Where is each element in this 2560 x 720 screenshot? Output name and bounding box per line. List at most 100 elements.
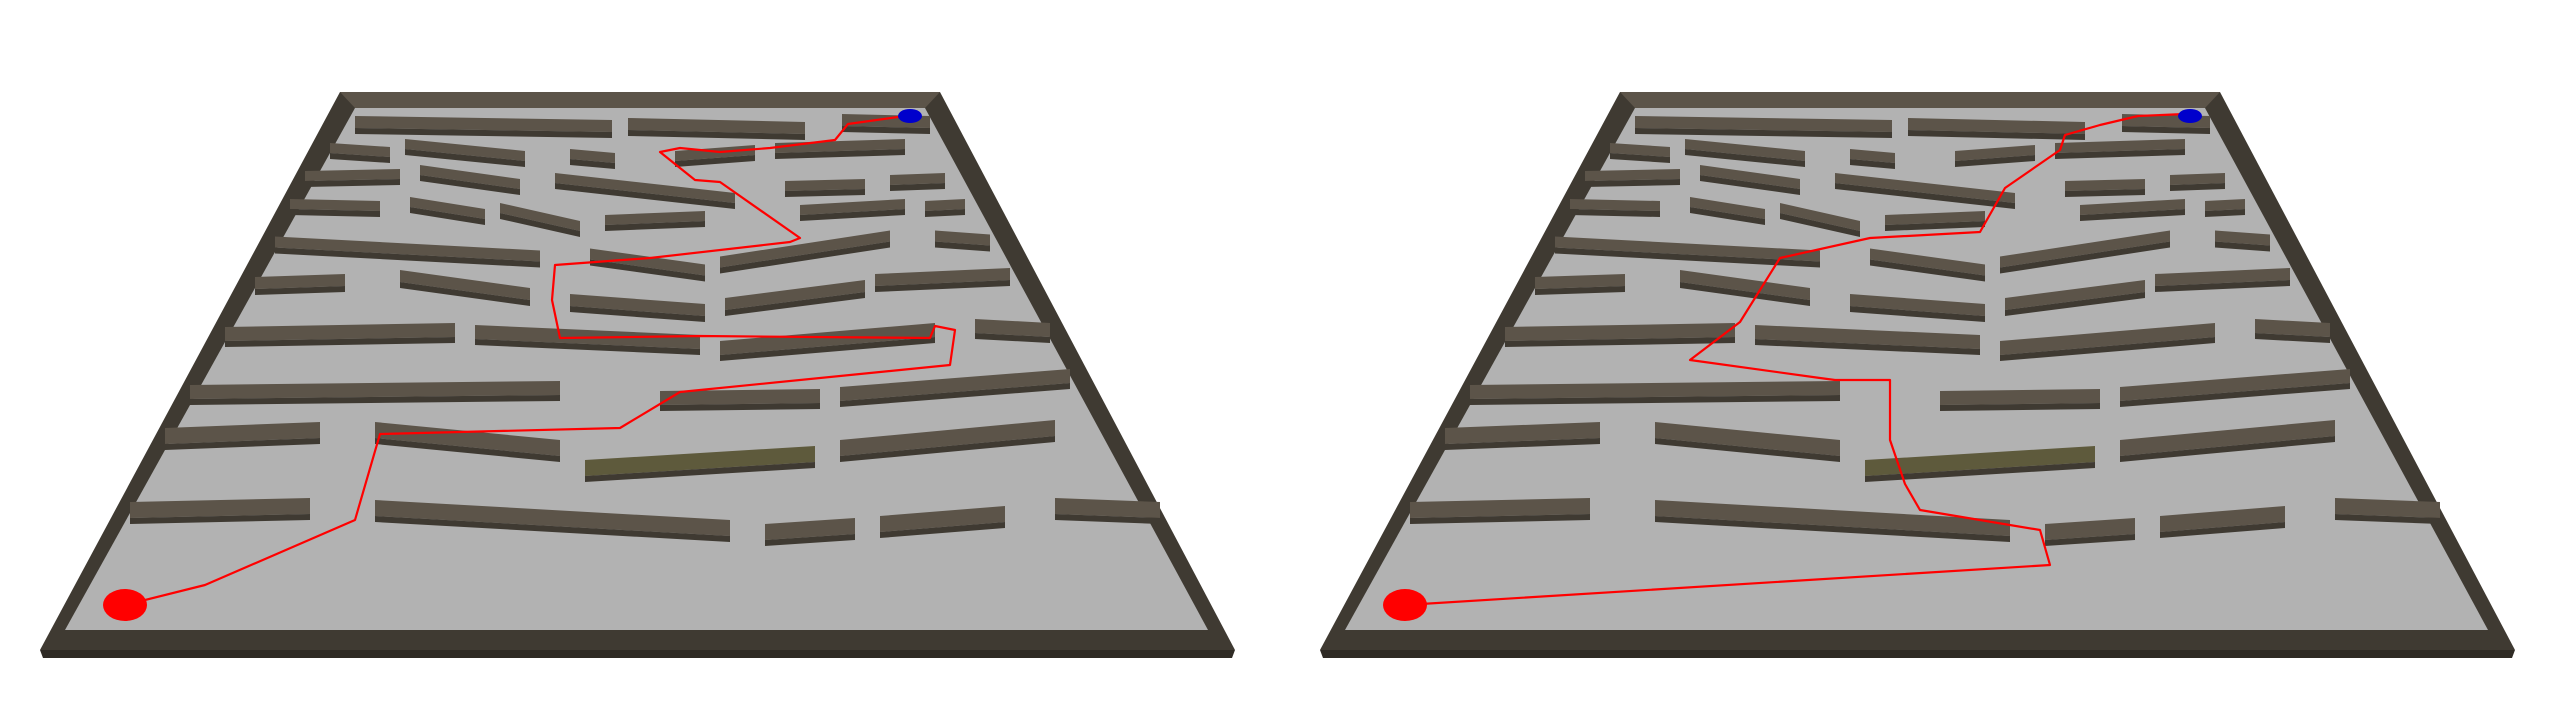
maze-wall (720, 230, 890, 268)
maze-wall (570, 294, 705, 316)
maze-border-bottom (1320, 650, 2515, 658)
maze-wall (675, 145, 755, 161)
maze-wall-side (1610, 153, 1670, 163)
maze-wall-side (2055, 149, 2185, 159)
maze-panel-1 (40, 92, 1235, 658)
maze-wall-side (1055, 514, 1160, 524)
maze-wall-side (290, 209, 380, 217)
maze-wall-side (1850, 306, 1985, 322)
maze-wall-side (725, 292, 865, 316)
maze-wall-side (165, 438, 320, 450)
maze-wall (1470, 381, 1840, 399)
maze-wall (880, 506, 1005, 532)
maze-wall (1555, 236, 1820, 262)
maze-wall (1445, 422, 1600, 444)
maze-wall (800, 199, 905, 215)
maze-wall (925, 199, 965, 211)
maze-wall (720, 323, 935, 355)
maze-wall-side (255, 286, 345, 295)
maze-wall-side (1940, 403, 2100, 411)
start-marker (103, 589, 147, 621)
maze-wall (1690, 197, 1765, 219)
maze-wall (165, 422, 320, 444)
maze-wall (2170, 173, 2225, 185)
maze-wall-side (1755, 339, 1980, 355)
maze-wall (2120, 369, 2350, 401)
maze-wall-side (1585, 179, 1680, 187)
maze-wall-side (590, 259, 705, 282)
maze-wall (2000, 230, 2170, 268)
maze-wall (2160, 506, 2285, 532)
maze-wall (765, 518, 855, 540)
maze-wall (890, 173, 945, 185)
maze-wall (725, 280, 865, 310)
maze-wall (585, 446, 815, 476)
maze-wall-side (1865, 462, 2095, 482)
maze-floor (65, 108, 1208, 630)
maze-wall (570, 149, 615, 163)
maze-wall (555, 173, 735, 203)
maze-wall-side (880, 522, 1005, 538)
maze-wall-side (660, 403, 820, 411)
maze-wall (1850, 149, 1895, 163)
maze-wall (2080, 199, 2185, 215)
maze-wall-side (1445, 438, 1600, 450)
maze-wall-side (2205, 209, 2245, 217)
maze-wall (405, 139, 525, 161)
maze-wall-side (975, 333, 1050, 343)
maze-wall-side (2005, 292, 2145, 316)
maze-wall (1410, 498, 1590, 518)
maze-border-top (1620, 92, 2220, 108)
maze-wall-side (1690, 207, 1765, 225)
maze-wall-side (2045, 534, 2135, 546)
maze-wall-side (1470, 395, 1840, 405)
maze-wall-side (720, 337, 935, 361)
maze-wall (1885, 211, 1985, 225)
maze-wall-side (1908, 130, 2085, 140)
maze-wall (1955, 145, 2035, 161)
maze-wall-side (842, 126, 930, 134)
maze-wall (410, 197, 485, 219)
maze-wall (1835, 173, 2015, 203)
maze-wall (255, 274, 345, 289)
maze-border-bottom (40, 650, 1235, 658)
maze-wall (1940, 389, 2100, 405)
maze-wall (375, 422, 560, 456)
maze-wall (330, 143, 390, 157)
goal-marker (898, 109, 922, 123)
maze-wall-side (2170, 183, 2225, 191)
maze-wall (2065, 179, 2145, 191)
maze-wall-side (925, 209, 965, 217)
maze-wall (1635, 116, 1892, 132)
maze-wall-side (720, 241, 890, 274)
maze-wall-side (1505, 337, 1735, 347)
maze-wall (2005, 280, 2145, 310)
maze-wall (2335, 498, 2440, 518)
maze-wall-side (375, 438, 560, 462)
maze-wall (2205, 199, 2245, 211)
maze-wall-side (875, 280, 1010, 292)
maze-wall (1655, 422, 1840, 456)
maze-wall-side (1780, 213, 1860, 237)
maze-wall-side (775, 149, 905, 159)
maze-wall (1870, 248, 1985, 276)
maze-wall-side (2255, 333, 2330, 343)
maze-wall-side (2120, 436, 2335, 462)
maze-wall (190, 381, 560, 399)
maze-wall (590, 248, 705, 276)
maze-wall-side (840, 383, 1070, 407)
maze-wall (500, 203, 580, 231)
maze-wall (1685, 139, 1805, 161)
maze-wall (2000, 323, 2215, 355)
maze-wall-side (890, 183, 945, 191)
maze-wall-side (2155, 280, 2290, 292)
maze-wall-side (475, 339, 700, 355)
maze-wall-side (555, 183, 735, 209)
maze-wall-side (1850, 159, 1895, 169)
maze-wall-side (570, 306, 705, 322)
maze-wall (605, 211, 705, 225)
maze-wall (785, 179, 865, 191)
maze-wall-side (628, 130, 805, 140)
goal-marker (2178, 109, 2202, 123)
